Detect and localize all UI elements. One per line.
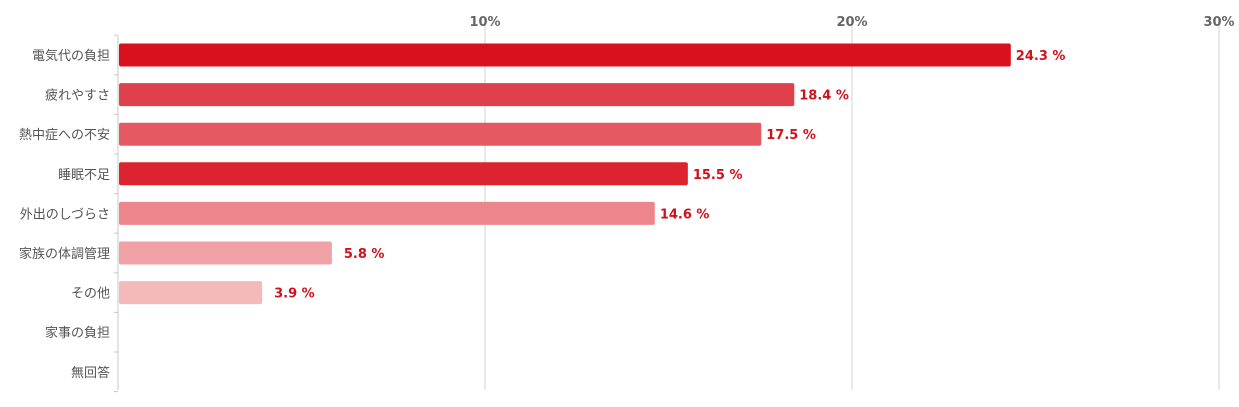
category-label: 無回答 xyxy=(71,365,110,381)
category-label: 家事の負担 xyxy=(45,325,110,341)
bar xyxy=(119,83,795,107)
data-label: 5.8 % xyxy=(344,247,385,262)
data-label: 17.5 % xyxy=(766,128,816,143)
category-label: 外出のしづらさ xyxy=(20,207,110,222)
x-tick-label: 30% xyxy=(1203,15,1234,30)
bar xyxy=(119,43,1011,67)
category-label: 疲れやすさ xyxy=(45,88,110,104)
category-label: 電気代の負担 xyxy=(32,48,110,64)
category-label: 熱中症への不安 xyxy=(19,128,110,143)
category-label: 睡眠不足 xyxy=(58,168,110,183)
bar xyxy=(119,241,332,265)
bar xyxy=(119,281,263,305)
category-labels: 電気代の負担疲れやすさ熱中症への不安睡眠不足外出のしづらさ家族の体調管理その他家… xyxy=(19,48,110,381)
bar xyxy=(119,201,655,225)
data-label: 3.9 % xyxy=(274,287,315,302)
x-axis-ticks: 10% 20% 30% xyxy=(469,15,1234,30)
bar xyxy=(119,162,688,186)
data-label: 14.6 % xyxy=(660,207,710,222)
data-label: 18.4 % xyxy=(799,89,849,104)
x-tick-label: 20% xyxy=(836,15,867,30)
data-label: 24.3 % xyxy=(1016,49,1066,64)
data-label: 15.5 % xyxy=(693,168,743,183)
x-tick-label: 10% xyxy=(469,15,500,30)
y-axis xyxy=(114,34,119,393)
category-label: その他 xyxy=(71,287,110,302)
bar xyxy=(119,122,762,146)
data-labels: 24.3 % 18.4 % 17.5 % 15.5 % 14.6 % 5.8 % 3.9 % xyxy=(274,49,1065,302)
bars xyxy=(119,43,1011,305)
category-label: 家族の体調管理 xyxy=(19,246,110,262)
